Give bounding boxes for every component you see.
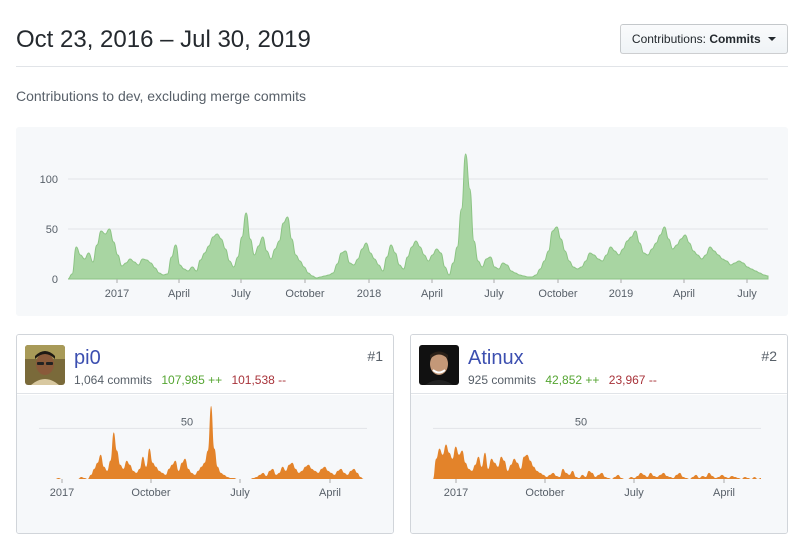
additions-count: 42,852 ++	[545, 373, 600, 387]
contributor-card-header: pi0 #1 1,064 commits 107,985 ++ 101,538 …	[17, 335, 393, 394]
main-graph-svg: 0 50 100 2017 April July October 2018 April July O…	[40, 153, 769, 300]
contributions-dropdown-button[interactable]: Contributions: Commits	[619, 24, 788, 54]
y-tick-label: 50	[46, 224, 58, 236]
contributor-card: Atinux #2 925 commits 42,852 ++ 23,967 -…	[410, 334, 788, 534]
deletions-count: 101,538 --	[231, 373, 287, 387]
contributor-stats: 925 commits 42,852 ++ 23,967 --	[468, 373, 657, 387]
avatar[interactable]	[25, 345, 65, 385]
avatar[interactable]	[419, 345, 459, 385]
contributor-rank: #2	[761, 348, 777, 364]
x-tick-label: April	[713, 487, 735, 499]
x-tick-label: October	[525, 487, 564, 499]
avatar-icon	[419, 345, 459, 385]
x-tick-label: October	[538, 288, 577, 300]
deletions-count: 23,967 --	[608, 373, 657, 387]
contributor-rank: #1	[367, 348, 383, 364]
avatar-icon	[25, 345, 65, 385]
dropdown-value: Commits	[709, 32, 761, 46]
x-tick-label: July	[484, 288, 504, 300]
contributor-graph-svg: 50 2017 October July April	[433, 415, 761, 499]
contributor-graph: 50 2017 October July April	[411, 395, 787, 533]
commit-count-link[interactable]: 925 commits	[468, 373, 537, 387]
x-tick-label: July	[737, 288, 757, 300]
x-tick-label: July	[230, 487, 250, 499]
contributor-user-link[interactable]: pi0	[74, 347, 101, 369]
contributor-user-link[interactable]: Atinux	[468, 347, 524, 369]
y-tick-label: 50	[181, 416, 193, 428]
dropdown-prefix: Contributions:	[631, 32, 706, 46]
x-tick-label: 2017	[50, 487, 74, 499]
contributor-card-header: Atinux #2 925 commits 42,852 ++ 23,967 -…	[411, 335, 787, 394]
page-title: Oct 23, 2016 – Jul 30, 2019	[16, 26, 311, 53]
x-tick-label: July	[624, 487, 644, 499]
contributor-graph-svg: 50 2017 October July April	[39, 406, 367, 499]
contributor-commits-area[interactable]	[433, 444, 761, 480]
x-tick-label: July	[231, 288, 251, 300]
contributor-commits-area[interactable]	[39, 406, 367, 479]
graph-subtitle: Contributions to dev, excluding merge co…	[16, 88, 306, 104]
x-tick-label: 2019	[609, 288, 633, 300]
x-tick-label: 2017	[444, 487, 468, 499]
y-tick-label: 0	[52, 274, 58, 286]
y-tick-label: 100	[40, 174, 58, 186]
contributor-card: pi0 #1 1,064 commits 107,985 ++ 101,538 …	[16, 334, 394, 534]
additions-count: 107,985 ++	[161, 373, 223, 387]
x-tick-label: October	[131, 487, 170, 499]
contributor-stats: 1,064 commits 107,985 ++ 101,538 --	[74, 373, 286, 387]
main-contributions-graph: 0 50 100 2017 April July October 2018 April July O…	[16, 127, 788, 316]
x-tick-label: April	[673, 288, 695, 300]
x-tick-label: April	[168, 288, 190, 300]
page-header: Oct 23, 2016 – Jul 30, 2019 Contribution…	[16, 0, 788, 67]
x-tick-label: April	[421, 288, 443, 300]
commit-count-link[interactable]: 1,064 commits	[74, 373, 153, 387]
contributor-graph: 50 2017 October July April	[17, 395, 393, 533]
x-tick-label: April	[319, 487, 341, 499]
x-tick-label: 2018	[357, 288, 381, 300]
x-tick-label: October	[285, 288, 324, 300]
commits-area[interactable]	[67, 153, 769, 280]
x-tick-label: 2017	[105, 288, 129, 300]
caret-down-icon	[768, 36, 776, 41]
y-tick-label: 50	[575, 416, 587, 428]
